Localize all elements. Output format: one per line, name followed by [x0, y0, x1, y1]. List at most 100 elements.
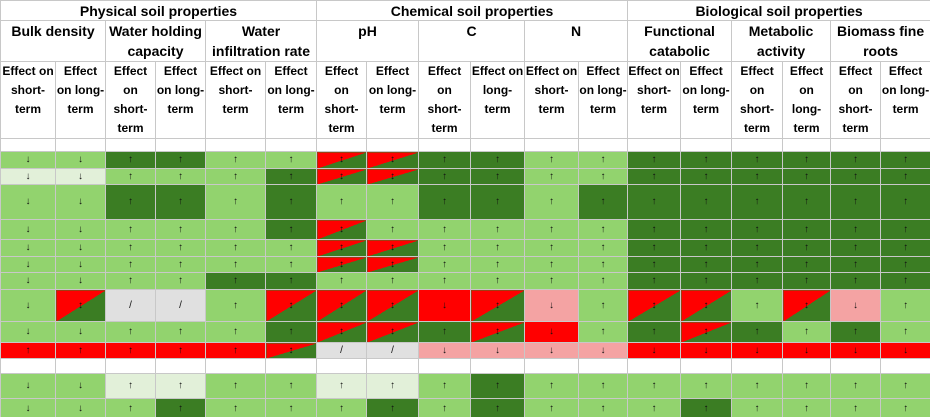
effect-cell: ↑: [205, 219, 266, 240]
blank-cell: [524, 138, 580, 152]
effect-cell: ↕: [264, 342, 318, 359]
effect-cell: ↑: [205, 398, 266, 417]
table-row: [0, 358, 930, 374]
effect-cell: ↓: [418, 342, 472, 359]
table-row: ↓ ↓ ↑ ↑ ↑ ↑ ↕ ↕ ↑ ↑ ↑ ↑ ↑ ↑ ↑ ↑ ↑ ↑: [0, 168, 930, 185]
effect-cell: ↕: [316, 239, 368, 257]
effect-cell: ↕: [316, 151, 368, 169]
property-header: Metabolic activity: [731, 20, 832, 62]
effect-cell: ↑: [105, 373, 156, 399]
effect-cell: ↓: [880, 342, 930, 359]
blank-cell: [680, 358, 733, 374]
effect-cell: ↓: [55, 184, 106, 220]
property-header: Functional catabolic: [627, 20, 733, 62]
blank-cell: [155, 138, 206, 152]
effect-cell: ↑: [205, 289, 266, 322]
effect-cell: ↑: [830, 184, 882, 220]
effect-cell: ↕: [680, 321, 733, 343]
effect-cell: ↓: [55, 151, 106, 169]
effect-cell: ↓: [0, 398, 56, 417]
effect-cell: ↑: [731, 168, 784, 185]
effect-cell: ↕: [264, 289, 318, 322]
effect-cell: ↑: [418, 256, 472, 273]
blank-cell: [366, 138, 420, 152]
blank-cell: [418, 358, 472, 374]
effect-cell: ↑: [105, 184, 156, 220]
effect-cell: ↑: [524, 219, 580, 240]
effect-cell: ↕: [316, 168, 368, 185]
effect-header: Effect on short-term: [205, 61, 266, 139]
effect-cell: ↑: [316, 272, 368, 290]
effect-cell: ↑: [105, 239, 156, 257]
blank-cell: [731, 358, 784, 374]
effect-cell: ↓: [55, 239, 106, 257]
blank-cell: [205, 358, 266, 374]
effect-cell: ↑: [680, 219, 733, 240]
effect-cell: ↑: [205, 373, 266, 399]
effect-cell: ↑: [731, 321, 784, 343]
blank-cell: [264, 358, 318, 374]
effect-cell: ↕: [55, 289, 106, 322]
effect-cell: ↑: [105, 321, 156, 343]
blank-cell: [880, 358, 930, 374]
blank-cell: [155, 358, 206, 374]
effect-cell: ↑: [830, 219, 882, 240]
effect-cell: ↑: [264, 398, 318, 417]
effect-cell: /: [366, 342, 420, 359]
effect-cell: ↑: [470, 184, 526, 220]
effect-cell: ↑: [470, 373, 526, 399]
effect-cell: ↑: [782, 184, 832, 220]
effect-cell: ↑: [782, 256, 832, 273]
effect-header: Effect on short-term: [830, 61, 882, 139]
effect-cell: ↑: [105, 256, 156, 273]
effect-cell: ↓: [55, 168, 106, 185]
effect-cell: ↑: [627, 168, 682, 185]
blank-cell: [731, 138, 784, 152]
effect-cell: ↑: [731, 398, 784, 417]
effect-header: Effect on short-term: [0, 61, 56, 139]
effect-cell: ↑: [264, 256, 318, 273]
effect-cell: ↓: [578, 342, 629, 359]
effect-cell: ↓: [680, 342, 733, 359]
effect-cell: ↑: [105, 219, 156, 240]
effect-cell: ↑: [264, 239, 318, 257]
effect-cell: ↑: [418, 321, 472, 343]
blank-cell: [366, 358, 420, 374]
effect-cell: ↑: [680, 168, 733, 185]
effect-cell: ↓: [830, 289, 882, 322]
effect-header: Effect on short-term: [105, 61, 156, 139]
blank-cell: [880, 138, 930, 152]
effect-cell: ↑: [418, 151, 472, 169]
effect-header: Effect on short-term: [627, 61, 682, 139]
effect-cell: ↑: [830, 398, 882, 417]
effect-cell: ↑: [782, 168, 832, 185]
effect-cell: ↓: [0, 256, 56, 273]
effect-cell: ↑: [880, 239, 930, 257]
effect-cell: ↕: [366, 256, 420, 273]
effect-header: Effect on short-term: [524, 61, 580, 139]
effect-cell: ↑: [55, 342, 106, 359]
effect-cell: ↑: [731, 239, 784, 257]
table-row: ↓ ↕ / / ↑ ↕ ↕ ↕ ↓ ↕ ↓ ↑ ↕ ↕ ↑ ↕ ↓ ↑: [0, 289, 930, 322]
effect-cell: /: [316, 342, 368, 359]
effect-cell: ↑: [524, 398, 580, 417]
effect-cell: ↑: [782, 398, 832, 417]
effect-cell: ↕: [366, 321, 420, 343]
effect-cell: ↓: [524, 342, 580, 359]
table-row: Effect on short-term Effect on long-term E…: [0, 61, 930, 139]
effect-cell: ↑: [680, 239, 733, 257]
effect-cell: ↓: [55, 373, 106, 399]
effect-cell: ↑: [880, 272, 930, 290]
effect-cell: ↓: [782, 342, 832, 359]
effect-cell: ↑: [578, 219, 629, 240]
effect-header: Effect on short-term: [418, 61, 472, 139]
effect-cell: ↑: [366, 184, 420, 220]
effect-cell: ↑: [155, 398, 206, 417]
effect-cell: ↑: [105, 398, 156, 417]
effect-cell: ↓: [0, 239, 56, 257]
effect-header: Effect on long-term: [264, 61, 318, 139]
effect-cell: ↕: [366, 168, 420, 185]
effect-cell: ↑: [830, 373, 882, 399]
effect-cell: /: [105, 289, 156, 322]
